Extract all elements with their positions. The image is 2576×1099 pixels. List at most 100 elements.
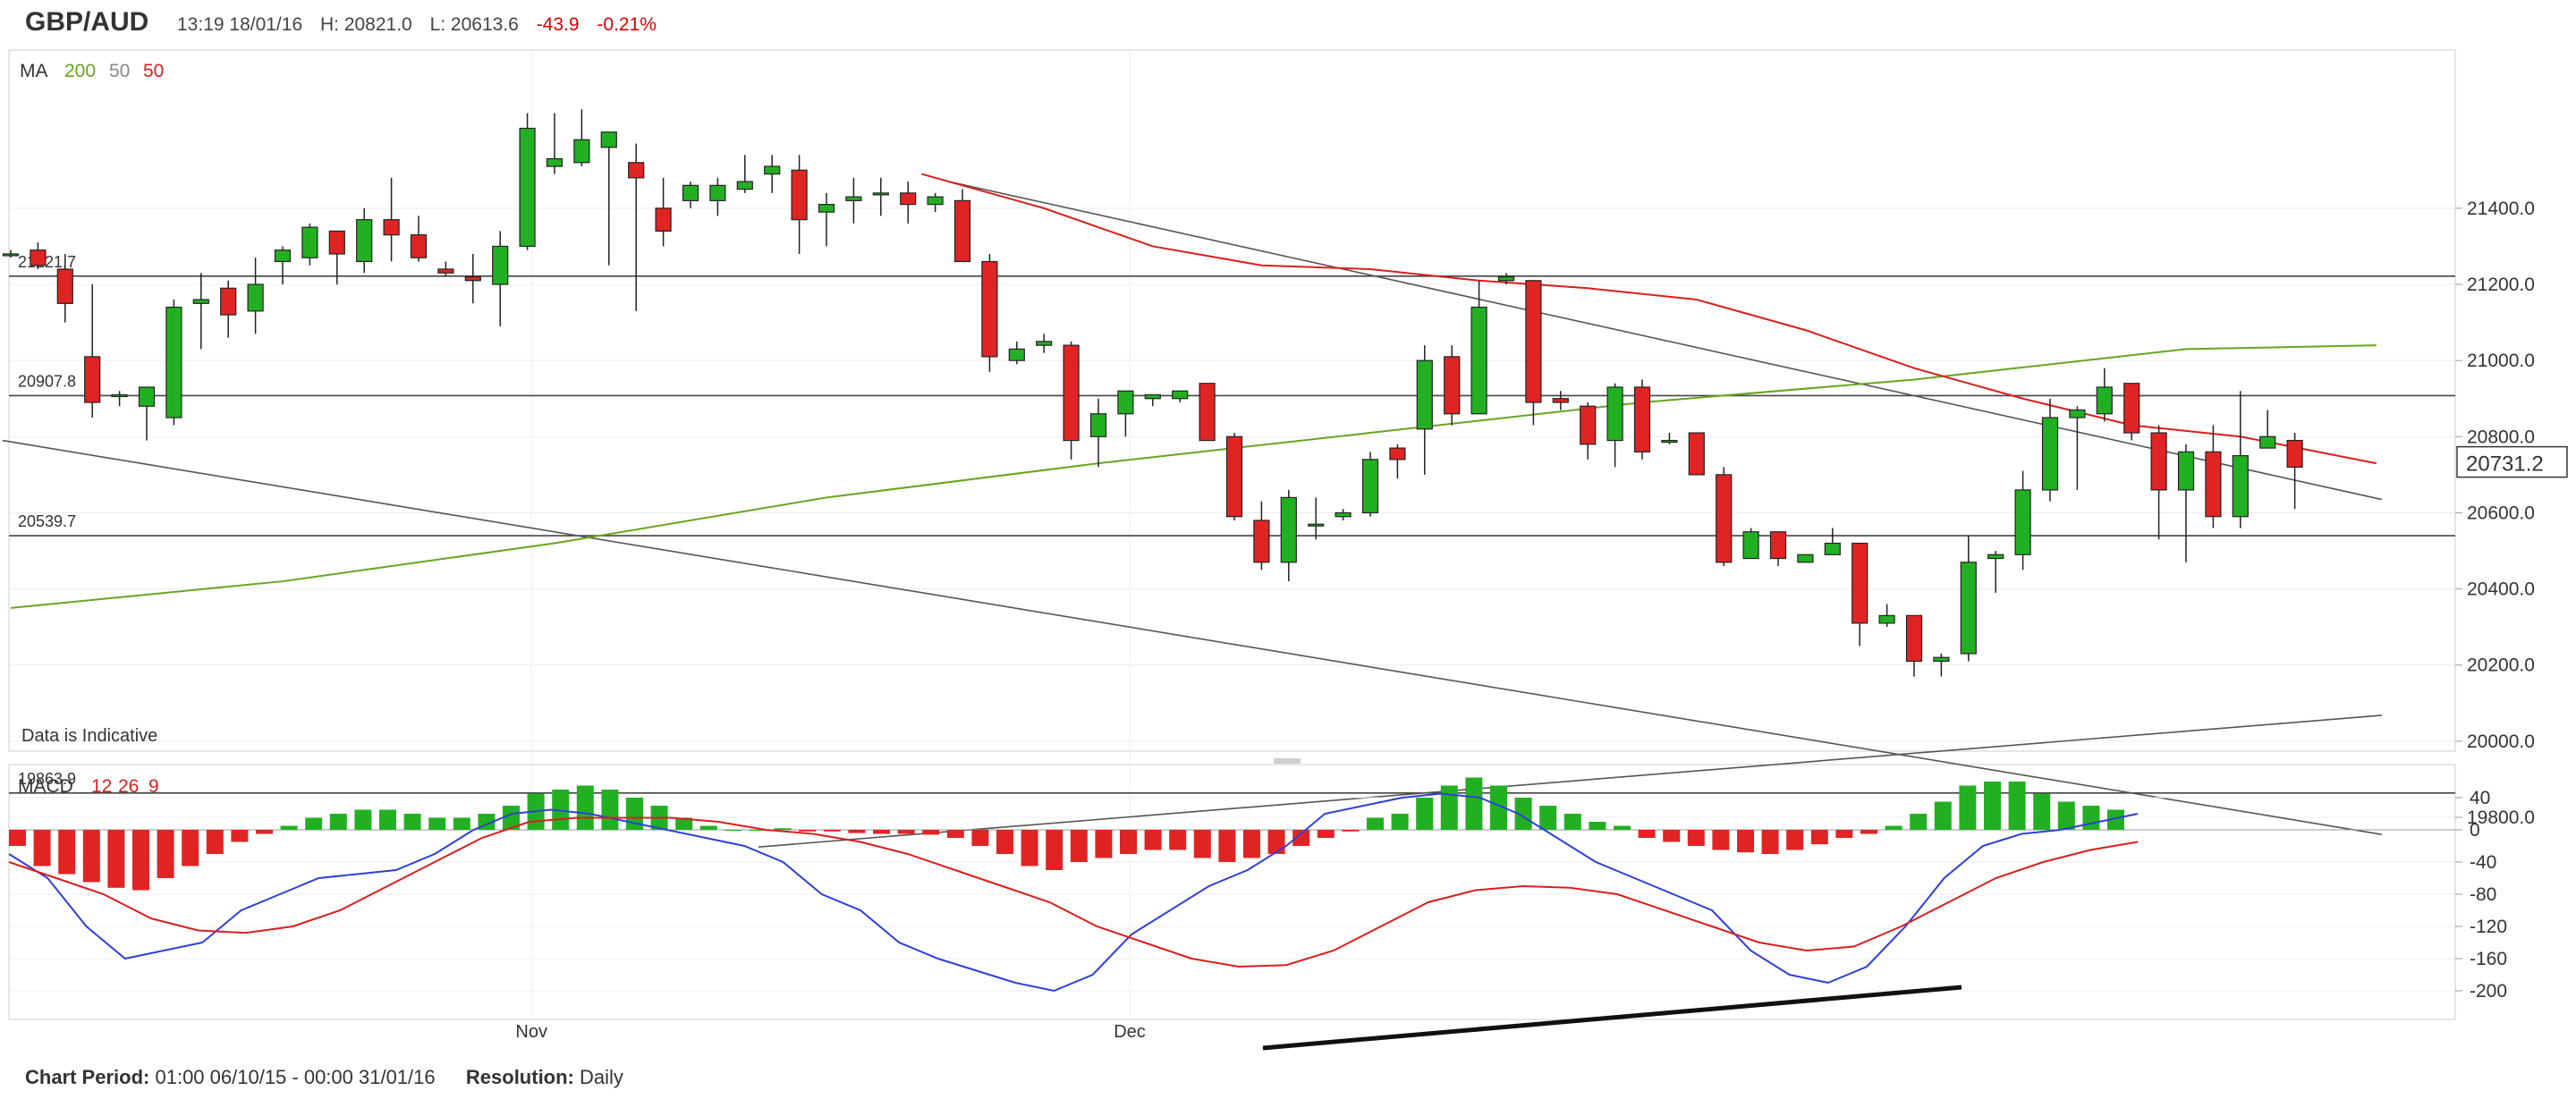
macd-axis-tick-label: -120 <box>2470 917 2507 937</box>
candle-body <box>791 169 808 221</box>
candle-body <box>600 131 617 148</box>
candle-body <box>1580 405 1597 445</box>
macd-histogram-bar <box>280 825 298 830</box>
candle-body <box>1852 542 1868 624</box>
chart-header: GBP/AUD 13:19 18/01/16 H: 20821.0 L: 206… <box>0 0 2576 50</box>
macd-histogram-bar <box>1465 777 1483 830</box>
x-axis-tick-label: Dec <box>1114 1022 1146 1042</box>
macd-histogram-bar <box>1589 822 1606 830</box>
macd-histogram-bar <box>1835 830 1853 838</box>
ma200-legend-period: 200 <box>64 61 96 81</box>
trendline <box>2 439 2383 835</box>
candle-body <box>1361 459 1379 514</box>
candle-body <box>1688 432 1705 476</box>
candle-body <box>1987 554 2004 560</box>
macd-histogram-bar <box>699 825 717 830</box>
price-axis-tick-label: 20000.0 <box>2467 731 2535 752</box>
candle-body <box>736 181 753 190</box>
signal-line <box>8 816 2139 968</box>
candle-body <box>818 204 835 213</box>
macd-histogram-bar <box>1342 830 1360 832</box>
candle-body <box>84 356 101 403</box>
quote-change: -43.9 <box>536 14 580 35</box>
candle-body <box>2123 383 2140 434</box>
trendline <box>948 181 2383 501</box>
macd-axis-tick-label: 40 <box>2470 788 2490 808</box>
candle-body <box>981 260 998 358</box>
candle-body <box>1199 383 1216 442</box>
price-panel-frame <box>8 49 2456 752</box>
quote-high: H: 20821.0 <box>319 14 412 35</box>
macd-histogram-bar <box>996 830 1013 854</box>
candle-body <box>1824 542 1841 555</box>
candle-body <box>709 184 726 201</box>
macd-histogram-bar <box>1786 830 1804 850</box>
candle-body <box>1497 275 1515 282</box>
macd-histogram-bar <box>1317 830 1335 838</box>
macd-histogram-bar <box>1267 830 1285 854</box>
candle-body <box>192 299 209 304</box>
macd-histogram-bar <box>675 817 693 830</box>
candle-body <box>2069 409 2086 418</box>
macd-histogram-bar <box>1712 830 1730 850</box>
candle-body <box>2177 451 2195 491</box>
candle-body <box>1389 447 1406 461</box>
macd-histogram-bar <box>774 828 792 830</box>
macd-histogram-bar <box>2107 809 2124 830</box>
price-axis-tick-label: 21400.0 <box>2467 199 2535 219</box>
data-indicative-note: Data is Indicative <box>21 726 157 746</box>
candle-body <box>1253 520 1270 563</box>
candle-body <box>655 207 672 232</box>
candle-body <box>1742 531 1759 560</box>
candle-body <box>1117 390 1134 415</box>
macd-histogram-bar <box>1514 798 1532 830</box>
quote-meta: 13:19 18/01/16 H: 20821.0 L: 20613.6 -43… <box>177 14 669 36</box>
candle-body <box>1606 386 1623 442</box>
macd-axis-tick-label: -40 <box>2470 852 2496 873</box>
candle-body <box>1716 474 1733 563</box>
macd-histogram-bar <box>1490 785 1507 830</box>
chart-period-value: 01:00 06/10/15 - 00:00 31/01/16 <box>155 1066 436 1088</box>
macd-histogram-bar <box>132 830 149 891</box>
horizontal-level-label: 21221.7 <box>18 253 76 271</box>
candle-body <box>953 199 971 263</box>
macd-line <box>8 792 2139 993</box>
candle-body <box>356 219 373 263</box>
macd-axis-tick-label: -80 <box>2470 884 2496 905</box>
macd-histogram-bar <box>1193 830 1211 858</box>
macd-histogram-bar <box>1761 830 1779 854</box>
ma-legend-label: MA <box>20 61 48 81</box>
candle-body <box>1308 523 1325 527</box>
candle-body <box>2286 439 2303 468</box>
macd-histogram-bar <box>305 817 323 830</box>
ma50-line <box>921 173 2377 465</box>
macd-histogram-bar <box>329 814 347 830</box>
candle-body <box>165 306 182 418</box>
macd-histogram-bar <box>922 830 940 835</box>
macd-histogram-bar <box>601 790 619 830</box>
price-axis-tick-label: 19800.0 <box>2467 807 2535 828</box>
macd-histogram-bar <box>1218 830 1236 862</box>
candle-body <box>328 230 345 255</box>
candle-body <box>2232 454 2249 518</box>
candle-body <box>1063 344 1080 442</box>
candle-body <box>2096 386 2113 415</box>
x-axis-tick-label: Nov <box>515 1022 547 1042</box>
macd-histogram-bar <box>946 830 964 838</box>
chart-period-label: Chart Period: <box>25 1066 150 1088</box>
macd-histogram-bar <box>1120 830 1137 854</box>
candle-body <box>1525 280 1542 403</box>
macd-histogram-bar <box>1737 830 1754 853</box>
candle-body <box>247 283 264 312</box>
macd-histogram-bar <box>157 830 174 878</box>
resolution-label: Resolution: <box>465 1066 574 1088</box>
horizontal-level-label: 19863.9 <box>18 770 76 788</box>
candle-body <box>1878 614 1895 624</box>
macd-histogram-bar <box>1169 830 1187 850</box>
candle-body <box>383 219 400 236</box>
macd-histogram-bar <box>1885 825 1902 830</box>
candle-body <box>845 196 862 201</box>
macd-histogram-bar <box>182 830 199 867</box>
macd-histogram-bar <box>82 830 100 883</box>
